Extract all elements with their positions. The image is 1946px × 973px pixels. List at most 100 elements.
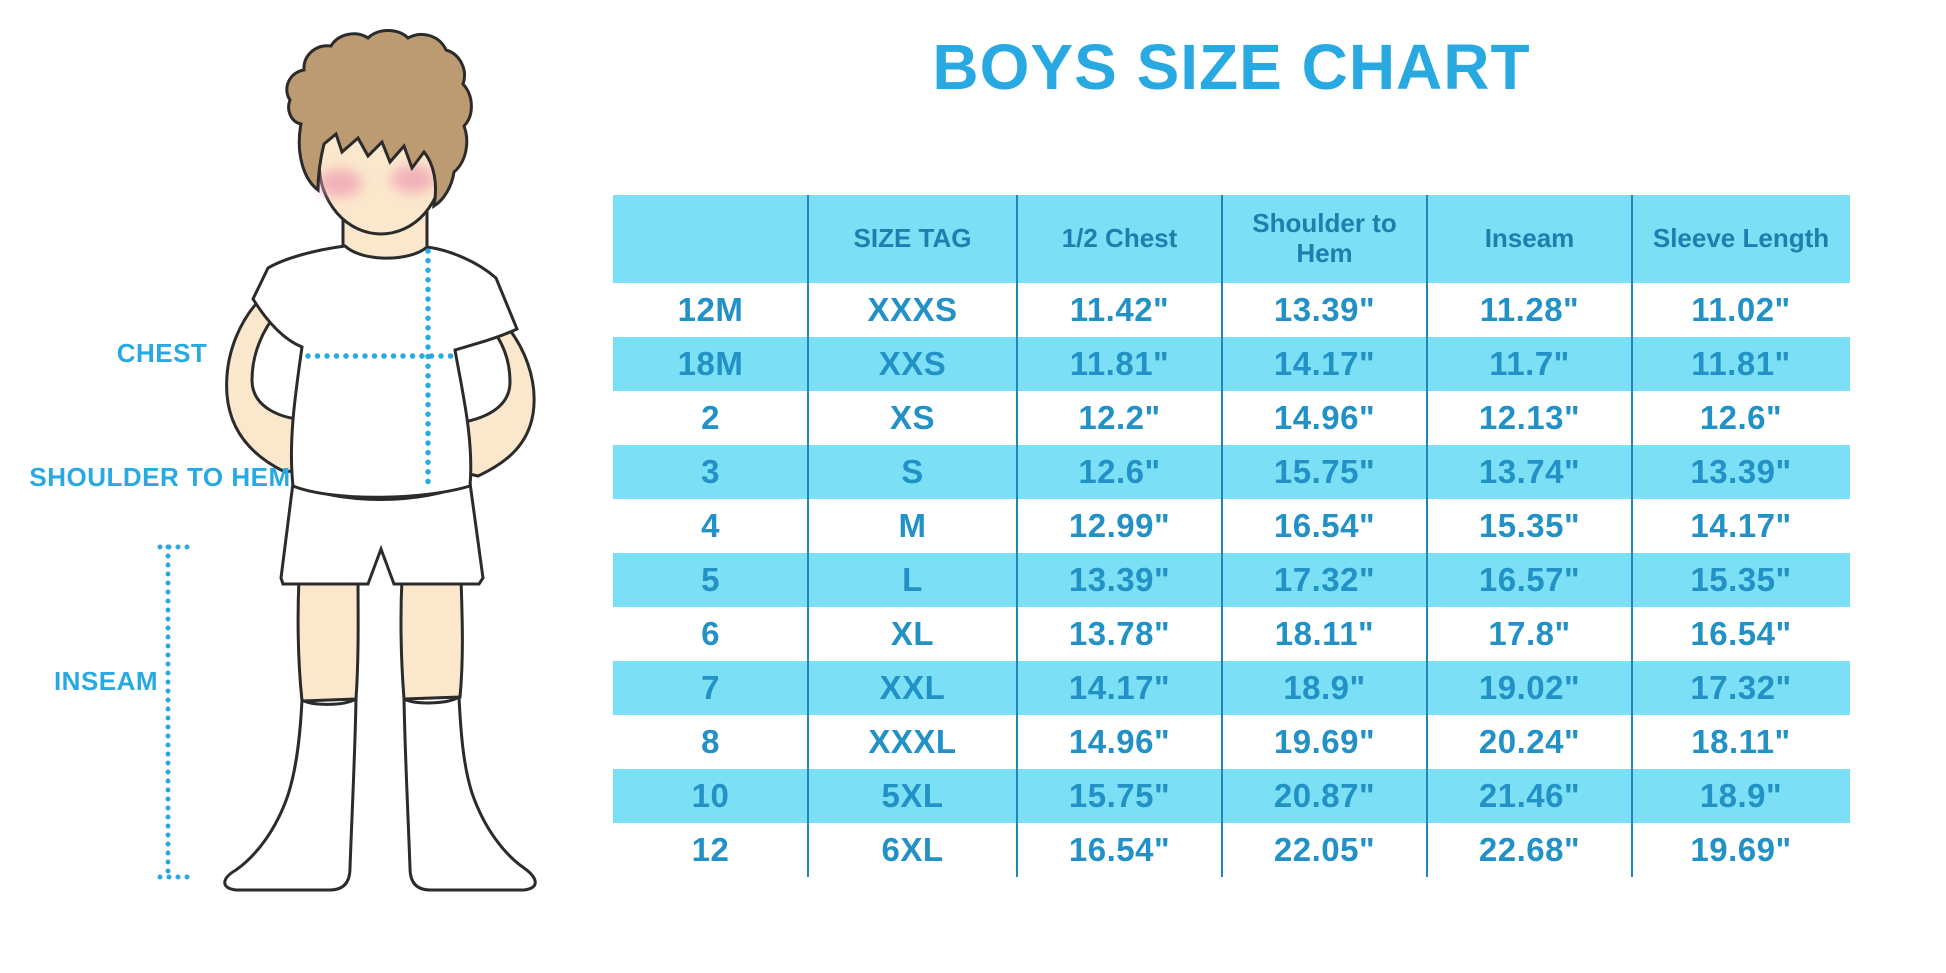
boy-right-blush — [391, 165, 435, 193]
table-cell: 20.24" — [1478, 723, 1581, 760]
table-cell: 20.87" — [1273, 777, 1376, 814]
table-cell: 6XL — [881, 831, 944, 868]
table-cell: 13.78" — [1068, 615, 1171, 652]
table-header-cell: Sleeve Length — [1652, 223, 1830, 254]
table-cell: 12 — [691, 831, 730, 868]
table-cell: 18.11" — [1274, 615, 1375, 652]
table-cell: 16.54" — [1273, 507, 1376, 544]
table-cell: 5 — [701, 561, 720, 598]
table-header-cell: SIZE TAG — [853, 223, 972, 254]
table-row: 12M XXXS 11.42" 13.39" 11.28" 11.02" — [613, 283, 1850, 337]
table-cell: 6 — [701, 615, 720, 652]
table-row: 12 6XL 16.54" 22.05" 22.68" 19.69" — [613, 823, 1850, 877]
table-cell: 5XL — [881, 777, 944, 814]
column-divider — [1221, 195, 1223, 877]
boy-illustration — [157, 29, 537, 892]
boy-left-arm — [225, 287, 314, 474]
table-cell: 11.7" — [1489, 345, 1570, 382]
table-header-cell: Shoulder to Hem — [1252, 208, 1397, 268]
column-divider — [1426, 195, 1428, 877]
table-cell: 14.17" — [1273, 345, 1376, 382]
table-cell: 14.96" — [1273, 399, 1376, 436]
chest-label: CHEST — [116, 338, 208, 368]
table-cell: 12.99" — [1068, 507, 1171, 544]
table-cell: XL — [890, 615, 935, 652]
table-cell: 18.9" — [1283, 669, 1366, 706]
table-cell: XXXL — [868, 723, 957, 760]
page-title: BOYS SIZE CHART — [932, 31, 1531, 103]
table-cell: 15.35" — [1690, 561, 1792, 598]
measurement-figure: CHEST SHOULDER TO HEM INSEAM — [0, 0, 600, 973]
table-cell: 12.13" — [1478, 399, 1581, 436]
table-cell: 7 — [701, 669, 720, 706]
table-header-cell: Inseam — [1484, 223, 1575, 254]
table-cell: 13.39" — [1273, 291, 1376, 328]
table-cell: 13.39" — [1690, 453, 1792, 490]
table-cell: 17.8" — [1488, 615, 1571, 652]
table-cell: 14.17" — [1690, 507, 1792, 544]
table-cell: 15.75" — [1068, 777, 1171, 814]
table-cell: XXL — [879, 669, 946, 706]
boy-left-blush — [318, 169, 362, 197]
table-cell: XXS — [878, 345, 947, 382]
table-cell: S — [901, 453, 924, 490]
table-cell: 14.96" — [1068, 723, 1171, 760]
table-header-cell — [613, 195, 808, 283]
table-cell: 2 — [701, 399, 720, 436]
table-cell: 12.6" — [1699, 399, 1783, 436]
table-cell: L — [902, 561, 923, 598]
table-cell: 17.32" — [1273, 561, 1376, 598]
table-cell: 16.54" — [1068, 831, 1171, 868]
table-cell: 11.02" — [1691, 291, 1791, 328]
table-cell: 4 — [701, 507, 720, 544]
table-cell: 12.2" — [1078, 399, 1161, 436]
table-row: 8 XXXL 14.96" 19.69" 20.24" 18.11" — [613, 715, 1850, 769]
size-chart-table: SIZE TAG 1/2 Chest Shoulder to Hem Inseam Sl… — [613, 195, 1850, 877]
table-cell: 17.32" — [1690, 669, 1792, 706]
table-row: 4 M 12.99" 16.54" 15.35" 14.17" — [613, 499, 1850, 553]
table-row: 10 5XL 15.75" 20.87" 21.46" 18.9" — [613, 769, 1850, 823]
shoulder-to-hem-label: SHOULDER TO HEM — [29, 462, 291, 492]
table-cell: 15.35" — [1478, 507, 1581, 544]
table-cell: 14.17" — [1068, 669, 1171, 706]
table-cell: 18.9" — [1699, 777, 1783, 814]
table-cell: 19.69" — [1690, 831, 1792, 868]
table-cell: 11.81" — [1691, 345, 1791, 382]
boy-left-leg — [296, 576, 360, 703]
table-cell: 22.05" — [1273, 831, 1376, 868]
column-divider — [1631, 195, 1633, 877]
table-row: 5 L 13.39" 17.32" 16.57" 15.35" — [613, 553, 1850, 607]
boy-right-sock — [402, 694, 537, 892]
table-row: 2 XS 12.2" 14.96" 12.13" 12.6" — [613, 391, 1850, 445]
table-cell: 22.68" — [1478, 831, 1581, 868]
column-divider — [807, 195, 809, 877]
table-cell: 3 — [701, 453, 720, 490]
boy-left-sock — [223, 696, 358, 892]
table-row: 3 S 12.6" 15.75" 13.74" 13.39" — [613, 445, 1850, 499]
table-cell: 11.28" — [1479, 291, 1580, 328]
table-cell: M — [898, 507, 927, 544]
table-cell: 13.39" — [1068, 561, 1171, 598]
table-cell: 13.74" — [1478, 453, 1581, 490]
table-cell: 16.54" — [1690, 615, 1792, 652]
table-cell: 8 — [701, 723, 720, 760]
table-cell: 15.75" — [1273, 453, 1376, 490]
table-cell: XXXS — [867, 291, 958, 328]
table-cell: XS — [889, 399, 936, 436]
table-row: 6 XL 13.78" 18.11" 17.8" 16.54" — [613, 607, 1850, 661]
table-cell: 16.57" — [1478, 561, 1581, 598]
boy-hair — [285, 29, 473, 209]
table-cell: 18.11" — [1691, 723, 1791, 760]
boy-tshirt — [251, 244, 519, 499]
table-cell: 11.42" — [1069, 291, 1170, 328]
boy-right-leg — [399, 576, 464, 701]
table-cell: 19.69" — [1273, 723, 1376, 760]
table-cell: 19.02" — [1478, 669, 1581, 706]
table-cell: 21.46" — [1478, 777, 1581, 814]
table-header-row: SIZE TAG 1/2 Chest Shoulder to Hem Inseam Sl… — [613, 195, 1850, 283]
table-cell: 18M — [677, 345, 744, 382]
table-row: 7 XXL 14.17" 18.9" 19.02" 17.32" — [613, 661, 1850, 715]
table-cell: 11.81" — [1069, 345, 1170, 382]
inseam-label: INSEAM — [53, 666, 159, 696]
table-cell: 12M — [677, 291, 744, 328]
